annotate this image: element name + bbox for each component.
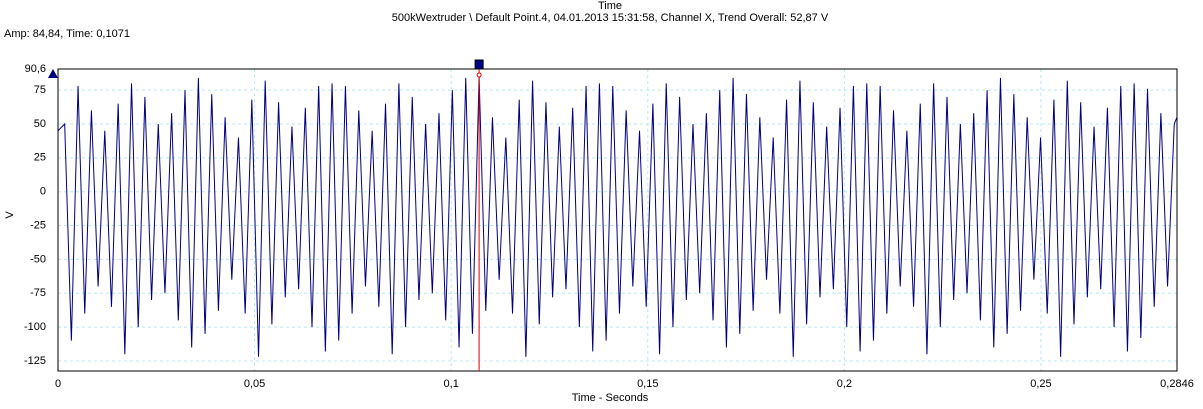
x-tick-label: 0,05: [244, 378, 265, 390]
x-axis-label: Time - Seconds: [572, 392, 649, 404]
y-tick-label: -50: [30, 253, 46, 265]
x-tick-label: 0,25: [1030, 378, 1051, 390]
y-tick-label: -100: [24, 321, 46, 333]
y-tick-label: -25: [30, 219, 46, 231]
y-tick-label: 90,6: [25, 63, 46, 75]
x-tick-label: 0,15: [637, 378, 658, 390]
y-tick-label: 0: [40, 186, 46, 198]
y-axis-label: V: [4, 211, 16, 219]
plot-frame: [57, 68, 1178, 372]
y-tick-label: -75: [30, 287, 46, 299]
ref-marker: [48, 69, 58, 78]
y-tick-label: 75: [34, 84, 46, 96]
y-tick-label: -125: [24, 355, 46, 367]
cursor-readout: Amp: 84,84, Time: 0,1071: [4, 28, 130, 40]
plot-area: [58, 69, 1177, 371]
waveform: [57, 76, 1178, 357]
x-tick-label: 0,1: [444, 378, 459, 390]
x-tick-label: 0,2846: [1160, 378, 1194, 390]
chart-title: Time: [598, 0, 622, 12]
cursor-handle: [474, 59, 484, 70]
cursor-point: [476, 72, 482, 78]
y-tick-label: 50: [34, 118, 46, 130]
y-tick-label: 25: [34, 152, 46, 164]
x-tick-label: 0,2: [837, 378, 852, 390]
x-tick-label: 0: [55, 378, 61, 390]
chart-subtitle: 500kWextruder \ Default Point.4, 04.01.2…: [392, 12, 829, 24]
